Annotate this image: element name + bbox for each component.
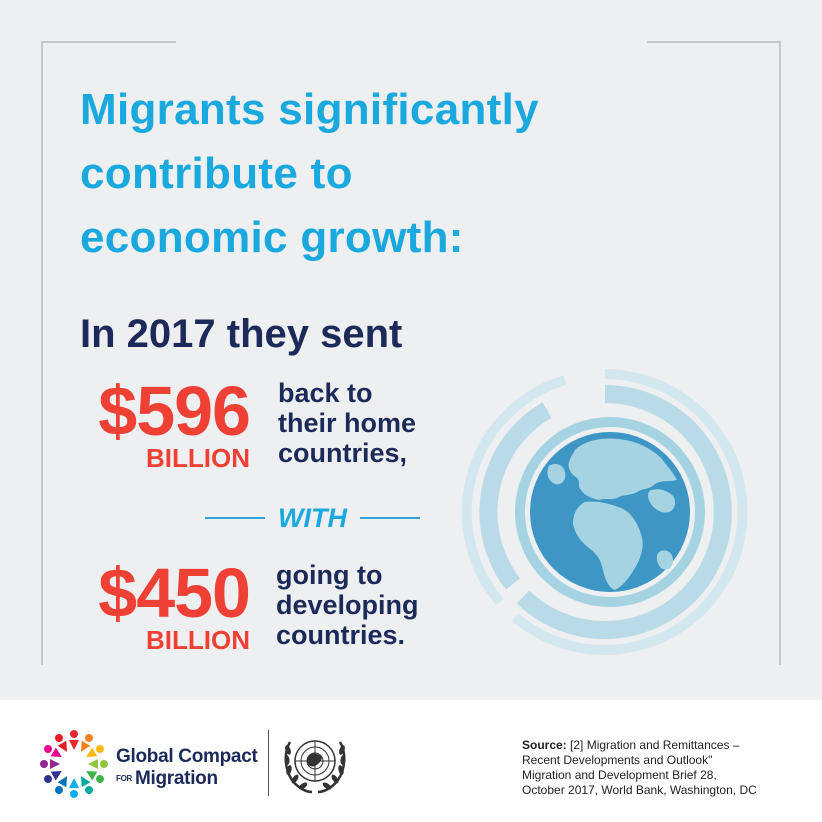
description-line: back to bbox=[278, 378, 373, 408]
footer: Global Compact FOR Migration bbox=[0, 700, 822, 822]
infographic-main: Migrants significantly contribute to eco… bbox=[41, 41, 781, 665]
description-line: developing bbox=[276, 590, 419, 620]
description-line: going to bbox=[276, 560, 383, 590]
frame-line bbox=[779, 41, 781, 665]
globe-icon bbox=[455, 362, 755, 662]
description-line: countries, bbox=[278, 438, 408, 468]
headline-line: Migrants significantly bbox=[80, 85, 539, 134]
source-line: October 2017, World Bank, Washington, DC bbox=[522, 783, 757, 797]
stat-amount-2: $450 BILLION bbox=[70, 554, 251, 655]
connector-row: WITH bbox=[200, 500, 425, 536]
amount-value: $596 bbox=[98, 372, 251, 450]
source-line: Migration and Development Brief 28, bbox=[522, 768, 717, 782]
headline: Migrants significantly contribute to eco… bbox=[80, 78, 680, 270]
frame-line bbox=[647, 41, 781, 43]
wordmark-line: FOR Migration bbox=[116, 768, 257, 790]
source-label: Source: bbox=[522, 738, 567, 752]
stat-description-1: back to their home countries, bbox=[278, 378, 416, 468]
global-compact-logo bbox=[36, 726, 112, 802]
stat-description-2: going to developing countries. bbox=[276, 560, 419, 650]
source-line: Source: [2] Migration and Remittances – bbox=[522, 738, 802, 753]
amount-unit: BILLION bbox=[146, 625, 250, 655]
wordmark-migration: Migration bbox=[135, 768, 218, 790]
subheading: In 2017 they sent bbox=[80, 312, 403, 356]
wordmark-for: FOR bbox=[116, 774, 132, 783]
amount-value: $450 bbox=[98, 554, 251, 632]
description-line: countries. bbox=[276, 620, 406, 650]
headline-line: contribute to bbox=[80, 149, 353, 198]
frame-line bbox=[41, 41, 43, 665]
source-text: [2] Migration and Remittances – bbox=[570, 738, 740, 752]
wordmark-line: Global Compact bbox=[116, 746, 258, 767]
headline-line: economic growth: bbox=[80, 213, 464, 262]
stat-amount-1: $596 BILLION bbox=[70, 372, 251, 473]
description-line: their home bbox=[278, 408, 417, 438]
global-compact-wordmark: Global Compact FOR Migration bbox=[116, 746, 258, 790]
connector-word: WITH bbox=[278, 503, 347, 533]
connector-line bbox=[205, 517, 265, 519]
amount-unit: BILLION bbox=[146, 443, 250, 473]
logo-divider bbox=[268, 730, 269, 796]
connector-line bbox=[360, 517, 420, 519]
un-emblem-logo bbox=[276, 728, 354, 798]
source-citation: Source: [2] Migration and Remittances – … bbox=[522, 738, 802, 798]
frame-line bbox=[42, 41, 176, 43]
source-line: Recent Developments and Outlook" bbox=[522, 753, 713, 767]
